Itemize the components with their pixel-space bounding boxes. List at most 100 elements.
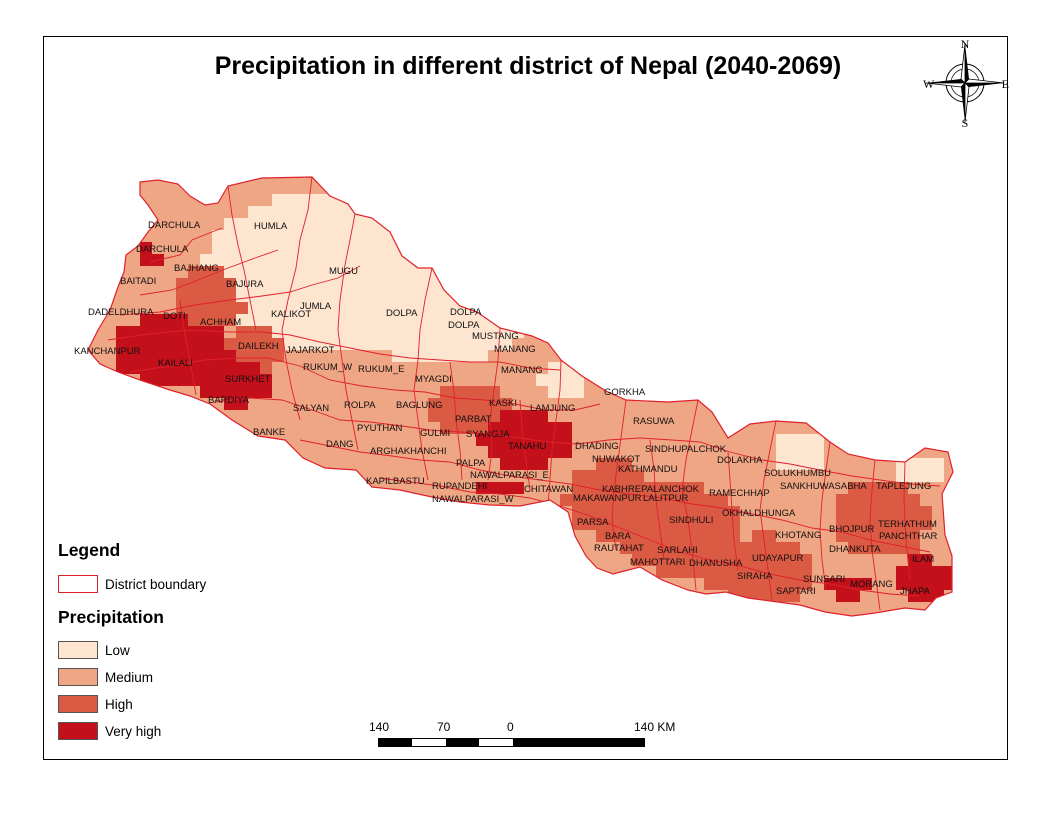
precip-cell: [176, 362, 189, 375]
precip-cell: [896, 254, 909, 267]
precip-cell: [524, 506, 537, 519]
precip-cell: [920, 386, 933, 399]
precip-cell: [560, 314, 573, 327]
precip-cell: [140, 518, 153, 531]
precip-cell: [764, 362, 777, 375]
precip-cell: [560, 602, 573, 615]
precip-cell: [512, 506, 525, 519]
precip-cell: [608, 314, 621, 327]
precip-cell: [128, 506, 141, 519]
precip-cell: [788, 254, 801, 267]
precip-cell: [632, 374, 645, 387]
precip-cell: [356, 614, 369, 616]
precip-cell: [404, 590, 417, 603]
precip-cell: [212, 326, 225, 339]
precip-cell: [596, 446, 609, 459]
precip-cell: [632, 458, 645, 471]
precip-cell: [920, 374, 933, 387]
precip-cell: [836, 242, 849, 255]
precip-cell: [656, 554, 669, 567]
precip-cell: [740, 566, 753, 579]
precip-cell: [368, 290, 381, 303]
precip-cell: [740, 314, 753, 327]
precip-cell: [548, 230, 561, 243]
precip-cell: [224, 314, 237, 327]
precip-cell: [212, 314, 225, 327]
precip-cell: [752, 434, 765, 447]
precip-cell: [500, 494, 513, 507]
precip-cell: [500, 374, 513, 387]
precip-cell: [308, 194, 321, 207]
precip-cell: [488, 230, 501, 243]
precip-cell: [680, 566, 693, 579]
precip-cell: [332, 578, 345, 591]
precip-cell: [404, 530, 417, 543]
precip-cell: [584, 314, 597, 327]
precip-cell: [200, 338, 213, 351]
precip-cell: [404, 230, 417, 243]
precip-cell: [212, 458, 225, 471]
precip-cell: [620, 614, 633, 616]
precip-cell: [224, 458, 237, 471]
precip-cell: [908, 470, 921, 483]
precip-cell: [224, 266, 237, 279]
precip-cell: [824, 422, 837, 435]
district-label: TERHATHUM: [878, 519, 937, 530]
precip-cell: [380, 434, 393, 447]
precip-cell: [824, 266, 837, 279]
precip-cell: [872, 518, 885, 531]
precip-cell: [776, 554, 789, 567]
precip-cell: [416, 602, 429, 615]
precip-cell: [140, 434, 153, 447]
precip-cell: [836, 350, 849, 363]
precip-cell: [644, 506, 657, 519]
precip-cell: [920, 242, 933, 255]
precip-cell: [236, 578, 249, 591]
precip-cell: [692, 338, 705, 351]
precip-cell: [140, 386, 153, 399]
precip-cell: [644, 194, 657, 207]
precip-cell: [524, 206, 537, 219]
precip-cell: [680, 182, 693, 195]
district-label: DADELDHURA: [88, 307, 154, 318]
precip-cell: [200, 506, 213, 519]
precip-cell: [248, 614, 261, 616]
precip-cell: [572, 254, 585, 267]
precip-cell: [476, 470, 489, 483]
precip-cell: [812, 326, 825, 339]
precip-cell: [944, 446, 953, 459]
precip-cell: [716, 470, 729, 483]
precip-cell: [488, 218, 501, 231]
district-label: NAWALPARASI_E: [470, 470, 549, 481]
precip-cell: [92, 446, 105, 459]
precip-cell: [884, 506, 897, 519]
precip-cell: [332, 434, 345, 447]
precip-cell: [440, 434, 453, 447]
precip-cell: [200, 494, 213, 507]
precip-cell: [860, 350, 873, 363]
precip-cell: [236, 542, 249, 555]
precip-cell: [248, 506, 261, 519]
precip-cell: [848, 410, 861, 423]
precip-cell: [800, 254, 813, 267]
precip-cell: [536, 506, 549, 519]
precip-cell: [524, 302, 537, 315]
precip-cell: [104, 206, 117, 219]
precip-cell: [716, 230, 729, 243]
precip-cell: [836, 338, 849, 351]
precip-cell: [836, 434, 849, 447]
precip-cell: [620, 350, 633, 363]
precip-cell: [572, 350, 585, 363]
precip-cell: [500, 302, 513, 315]
precip-cell: [440, 374, 453, 387]
precip-cell: [716, 494, 729, 507]
precip-cell: [704, 422, 717, 435]
precip-cell: [800, 530, 813, 543]
precip-cell: [272, 614, 285, 616]
precip-cell: [884, 590, 897, 603]
precip-cell: [920, 410, 933, 423]
precip-cell: [296, 290, 309, 303]
precip-cell: [848, 290, 861, 303]
precip-cell: [200, 518, 213, 531]
precip-cell: [668, 446, 681, 459]
